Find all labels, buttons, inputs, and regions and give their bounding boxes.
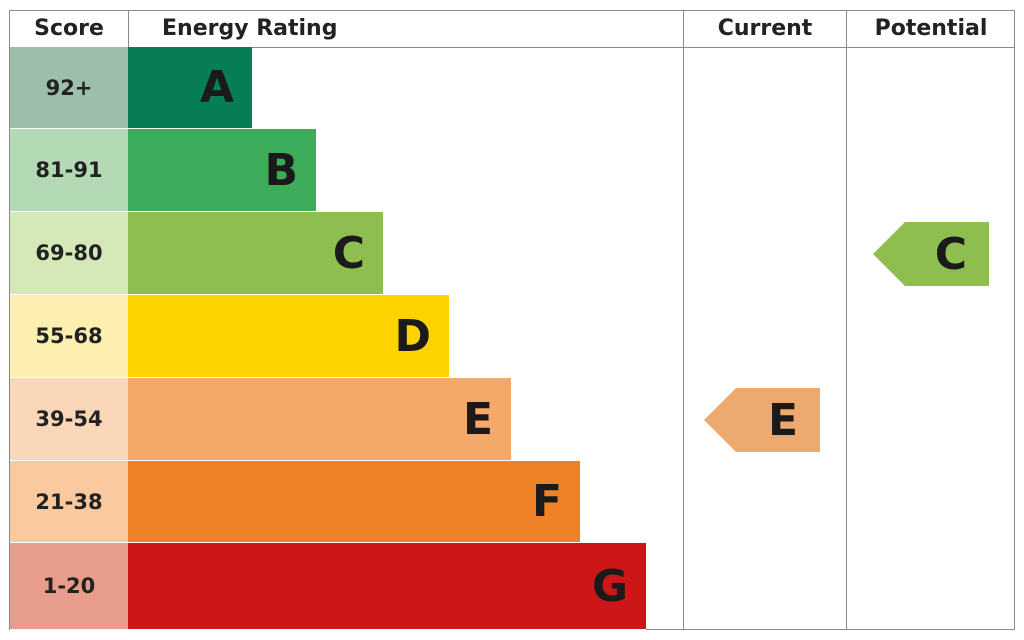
rating-bar-d: D (128, 295, 449, 378)
current-rating-letter: E (767, 394, 798, 446)
score-header: Score (34, 16, 104, 41)
rating-bar-b: B (128, 129, 316, 212)
divider (683, 10, 684, 630)
potential-rating-letter: C (934, 228, 967, 280)
score-range-c: 69-80 (10, 212, 128, 295)
potential-rating-arrow: C (873, 221, 989, 286)
rating-bar-c: C (128, 212, 383, 295)
energy-rating-header: Energy Rating (162, 16, 338, 41)
rating-bar-f: F (128, 461, 580, 543)
score-range-b: 81-91 (10, 129, 128, 212)
current-rating-arrow: E (704, 387, 820, 452)
current-header: Current (717, 16, 813, 41)
score-range-d: 55-68 (10, 295, 128, 378)
rating-bar-a: A (128, 47, 252, 129)
score-range-g: 1-20 (10, 543, 128, 630)
divider (846, 10, 847, 630)
score-range-f: 21-38 (10, 461, 128, 543)
score-range-a: 92+ (10, 47, 128, 129)
rating-bar-e: E (128, 378, 511, 461)
header-divider (9, 47, 1015, 48)
score-range-e: 39-54 (10, 378, 128, 461)
potential-header: Potential (874, 16, 988, 41)
rating-bar-g: G (128, 543, 646, 630)
